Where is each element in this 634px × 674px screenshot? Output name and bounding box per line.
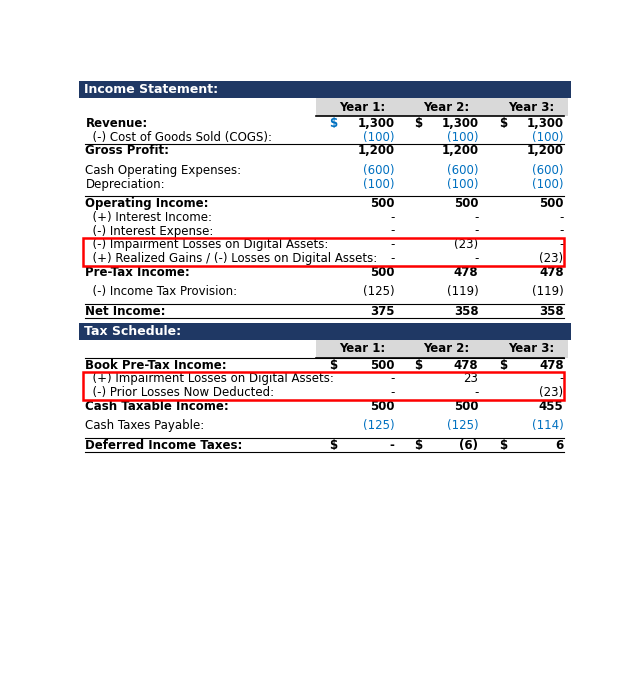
Text: -: - bbox=[559, 239, 564, 251]
Text: 478: 478 bbox=[539, 266, 564, 279]
Text: (125): (125) bbox=[363, 285, 395, 299]
Text: 1,200: 1,200 bbox=[526, 144, 564, 158]
Text: -: - bbox=[391, 224, 395, 237]
Text: 6: 6 bbox=[555, 439, 564, 452]
Text: Revenue:: Revenue: bbox=[86, 117, 148, 129]
Text: 1,300: 1,300 bbox=[526, 117, 564, 129]
Text: (-) Income Tax Provision:: (-) Income Tax Provision: bbox=[86, 285, 238, 299]
Text: 455: 455 bbox=[539, 400, 564, 413]
Text: -: - bbox=[474, 386, 479, 399]
Text: (600): (600) bbox=[447, 164, 479, 177]
Text: (100): (100) bbox=[363, 177, 395, 191]
Text: (+) Interest Income:: (+) Interest Income: bbox=[86, 211, 212, 224]
Text: Year 1:: Year 1: bbox=[339, 100, 385, 113]
Text: (-) Cost of Goods Sold (COGS):: (-) Cost of Goods Sold (COGS): bbox=[86, 131, 273, 144]
Bar bbox=[83, 238, 564, 266]
Text: (600): (600) bbox=[363, 164, 395, 177]
Text: $: $ bbox=[414, 359, 422, 371]
Text: (125): (125) bbox=[447, 419, 479, 432]
Text: Cash Taxes Payable:: Cash Taxes Payable: bbox=[86, 419, 205, 432]
Text: -: - bbox=[390, 439, 395, 452]
Text: Year 2:: Year 2: bbox=[423, 342, 469, 355]
Text: Deferred Income Taxes:: Deferred Income Taxes: bbox=[86, 439, 243, 452]
Text: -: - bbox=[474, 252, 479, 266]
Text: (125): (125) bbox=[363, 419, 395, 432]
Text: 1,200: 1,200 bbox=[441, 144, 479, 158]
Text: -: - bbox=[474, 211, 479, 224]
Text: -: - bbox=[391, 252, 395, 266]
Text: $: $ bbox=[329, 359, 337, 371]
Text: 1,300: 1,300 bbox=[441, 117, 479, 129]
Text: Cash Taxable Income:: Cash Taxable Income: bbox=[86, 400, 230, 413]
Text: (6): (6) bbox=[460, 439, 479, 452]
Text: Net Income:: Net Income: bbox=[86, 305, 166, 317]
Text: $: $ bbox=[500, 359, 507, 371]
Text: -: - bbox=[391, 372, 395, 386]
Text: -: - bbox=[474, 224, 479, 237]
Text: Cash Operating Expenses:: Cash Operating Expenses: bbox=[86, 164, 242, 177]
Text: -: - bbox=[559, 211, 564, 224]
Text: 500: 500 bbox=[454, 400, 479, 413]
Text: Gross Profit:: Gross Profit: bbox=[86, 144, 169, 158]
Text: $: $ bbox=[329, 117, 337, 129]
Text: (114): (114) bbox=[532, 419, 564, 432]
Text: (-) Prior Losses Now Deducted:: (-) Prior Losses Now Deducted: bbox=[86, 386, 275, 399]
Text: Income Statement:: Income Statement: bbox=[84, 83, 218, 96]
Text: (+) Impairment Losses on Digital Assets:: (+) Impairment Losses on Digital Assets: bbox=[86, 372, 334, 386]
Text: Book Pre-Tax Income:: Book Pre-Tax Income: bbox=[86, 359, 227, 371]
Text: (23): (23) bbox=[454, 239, 479, 251]
Text: 1,300: 1,300 bbox=[358, 117, 395, 129]
Text: $: $ bbox=[500, 117, 507, 129]
Text: 500: 500 bbox=[370, 266, 395, 279]
Text: Tax Schedule:: Tax Schedule: bbox=[84, 325, 181, 338]
Text: (23): (23) bbox=[540, 386, 564, 399]
Text: (100): (100) bbox=[363, 131, 395, 144]
Text: (100): (100) bbox=[447, 131, 479, 144]
Text: Year 3:: Year 3: bbox=[508, 342, 554, 355]
Text: Year 3:: Year 3: bbox=[508, 100, 554, 113]
Text: (119): (119) bbox=[446, 285, 479, 299]
Text: (119): (119) bbox=[532, 285, 564, 299]
Text: 478: 478 bbox=[454, 359, 479, 371]
Text: Operating Income:: Operating Income: bbox=[86, 197, 209, 210]
Text: (23): (23) bbox=[540, 252, 564, 266]
Text: $: $ bbox=[329, 439, 337, 452]
Text: 500: 500 bbox=[370, 400, 395, 413]
Bar bbox=[79, 81, 571, 98]
Text: -: - bbox=[559, 224, 564, 237]
Text: (-) Interest Expense:: (-) Interest Expense: bbox=[86, 224, 214, 237]
Text: (+) Realized Gains / (-) Losses on Digital Assets:: (+) Realized Gains / (-) Losses on Digit… bbox=[86, 252, 378, 266]
Text: -: - bbox=[391, 386, 395, 399]
Text: 358: 358 bbox=[539, 305, 564, 317]
Bar bbox=[83, 372, 564, 400]
Text: (100): (100) bbox=[447, 177, 479, 191]
Text: (100): (100) bbox=[532, 131, 564, 144]
Text: (100): (100) bbox=[532, 177, 564, 191]
Bar bbox=[316, 98, 567, 117]
Bar bbox=[79, 323, 571, 340]
Text: Year 2:: Year 2: bbox=[423, 100, 469, 113]
Text: 1,200: 1,200 bbox=[358, 144, 395, 158]
Text: $: $ bbox=[500, 439, 507, 452]
Text: 23: 23 bbox=[463, 372, 479, 386]
Text: 500: 500 bbox=[539, 197, 564, 210]
Text: $: $ bbox=[414, 439, 422, 452]
Text: (600): (600) bbox=[532, 164, 564, 177]
Text: 478: 478 bbox=[454, 266, 479, 279]
Text: Pre-Tax Income:: Pre-Tax Income: bbox=[86, 266, 190, 279]
Text: 500: 500 bbox=[370, 197, 395, 210]
Bar bbox=[316, 340, 567, 358]
Text: -: - bbox=[391, 211, 395, 224]
Text: Year 1:: Year 1: bbox=[339, 342, 385, 355]
Text: $: $ bbox=[414, 117, 422, 129]
Text: 358: 358 bbox=[454, 305, 479, 317]
Text: 500: 500 bbox=[370, 359, 395, 371]
Text: -: - bbox=[559, 372, 564, 386]
Text: (-) Impairment Losses on Digital Assets:: (-) Impairment Losses on Digital Assets: bbox=[86, 239, 329, 251]
Text: Depreciation:: Depreciation: bbox=[86, 177, 165, 191]
Text: 478: 478 bbox=[539, 359, 564, 371]
Text: -: - bbox=[391, 239, 395, 251]
Text: 375: 375 bbox=[370, 305, 395, 317]
Text: 500: 500 bbox=[454, 197, 479, 210]
